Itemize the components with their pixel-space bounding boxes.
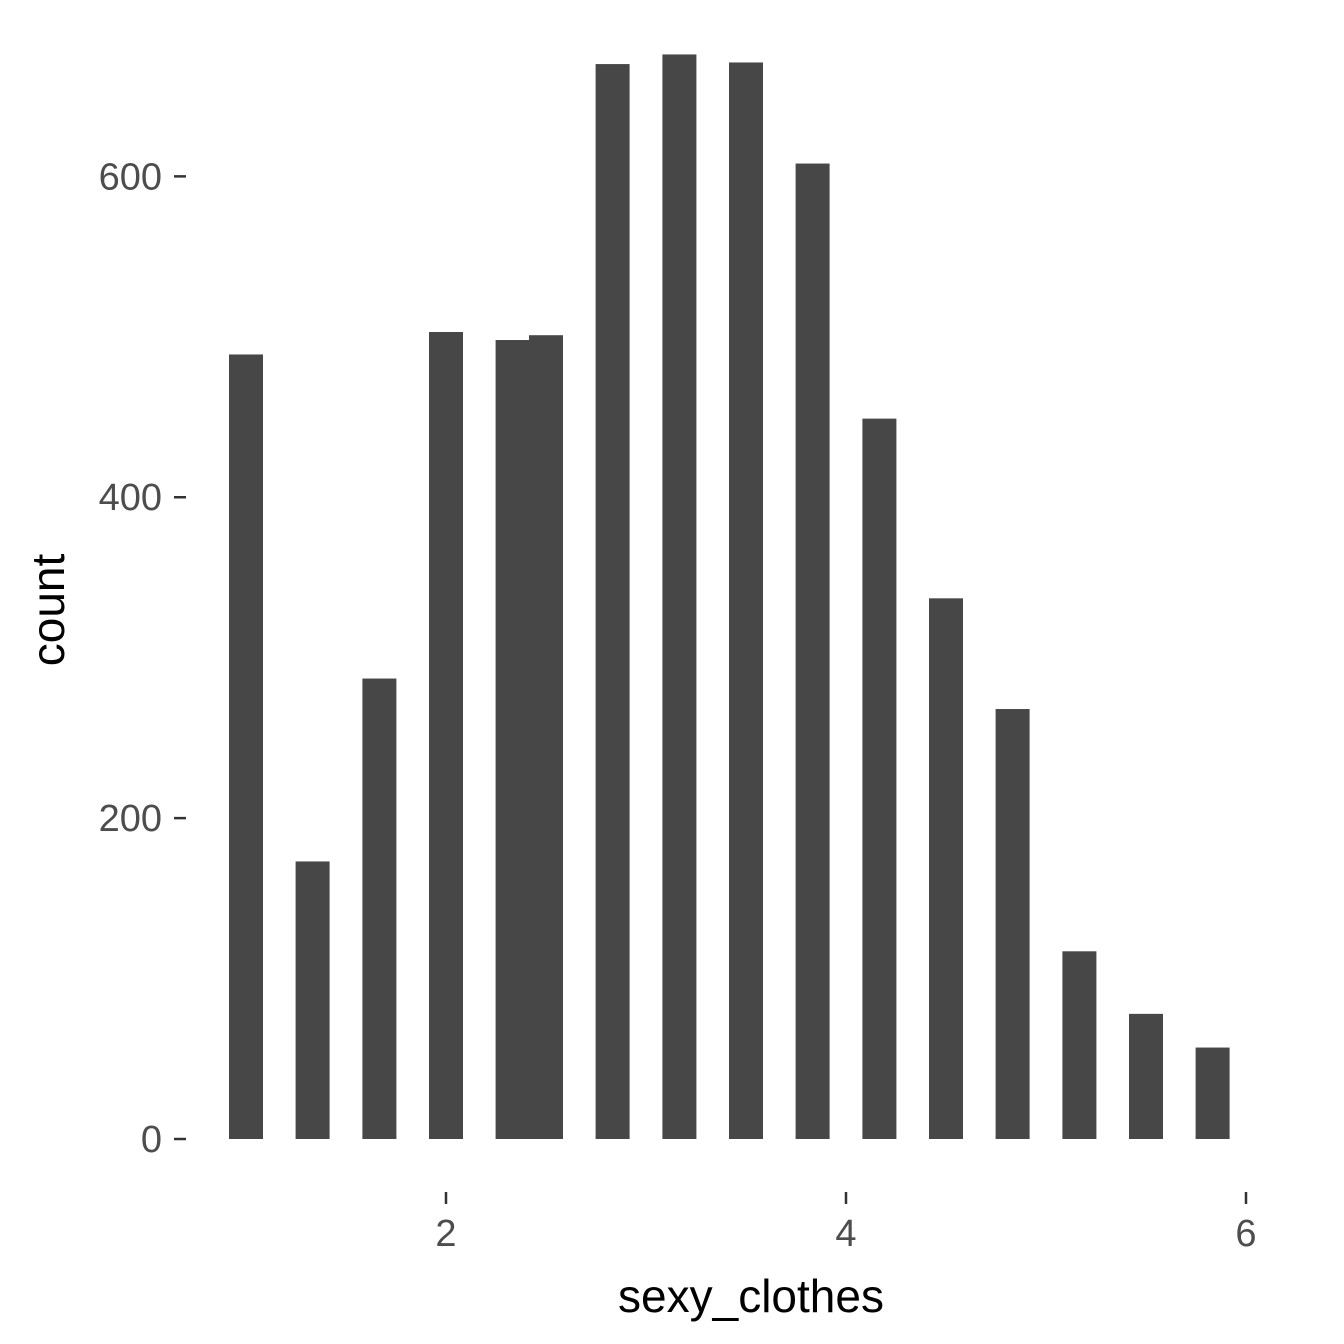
bar-1 (295, 861, 330, 1139)
y-axis: 0 200 400 600 (99, 156, 186, 1161)
y-axis-title: count (22, 554, 74, 667)
bar-3 (429, 331, 463, 1139)
bar-13 (1062, 951, 1097, 1139)
y-tick-label-1: 200 (99, 798, 162, 840)
bar-9 (795, 163, 830, 1139)
bar-15 (1195, 1047, 1230, 1139)
y-tick-label-3: 600 (99, 156, 162, 198)
bar-11 (929, 598, 963, 1139)
bar-14 (1129, 1013, 1163, 1139)
bars-layer (229, 54, 1230, 1140)
x-tick-label-2: 6 (1235, 1213, 1256, 1255)
bar-7 (662, 54, 697, 1139)
x-tick-label-0: 2 (435, 1213, 456, 1255)
bar-8 (729, 62, 763, 1140)
x-axis: 2 4 6 (435, 1192, 1257, 1255)
bar-5 (529, 335, 563, 1140)
bar-10 (862, 418, 897, 1140)
x-tick-label-1: 4 (835, 1213, 856, 1255)
bar-0 (229, 354, 263, 1140)
y-tick-label-2: 400 (99, 477, 162, 519)
bar-2 (362, 678, 397, 1139)
bar-12 (995, 709, 1030, 1139)
bar-6 (595, 64, 630, 1140)
x-axis-title: sexy_clothes (618, 1270, 884, 1322)
y-tick-label-0: 0 (141, 1119, 162, 1161)
bar-4 (495, 340, 530, 1139)
